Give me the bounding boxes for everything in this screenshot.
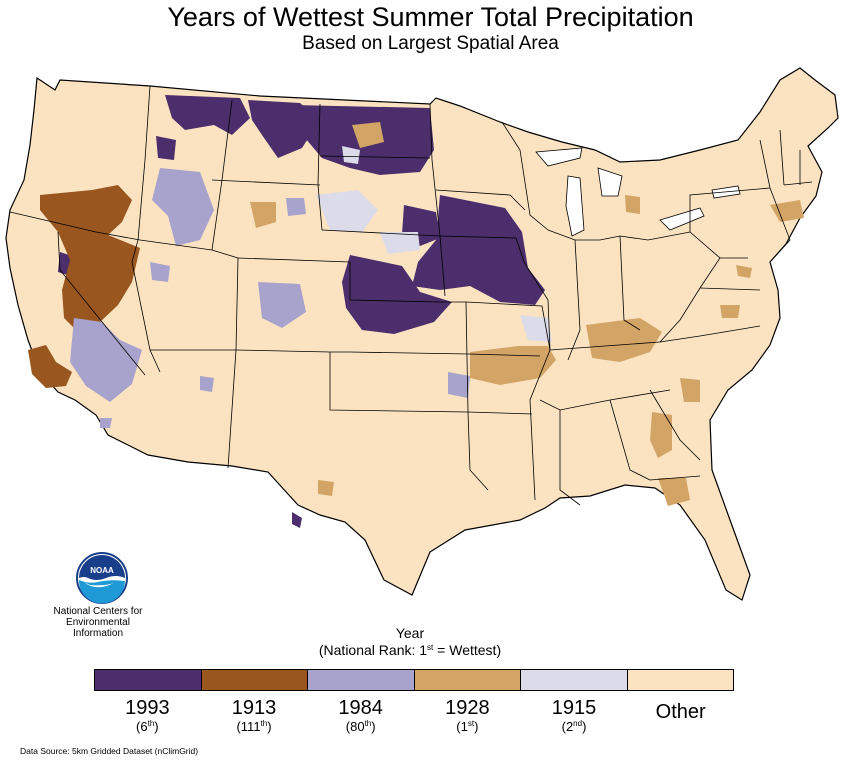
organization-name: National Centers for Environmental Infor… xyxy=(38,606,158,639)
legend-rank: (1st) xyxy=(456,719,479,734)
org-line-1: National Centers for xyxy=(53,606,143,617)
legend-rank: (111th) xyxy=(236,719,272,734)
data-source: Data Source: 5km Gridded Dataset (nClimG… xyxy=(20,746,199,756)
region-1915 xyxy=(316,146,552,342)
noaa-logo: NOAA xyxy=(76,552,128,604)
legend-labels: 1993 (6th) 1913 (111th) 1984 (80th) 1928 (1st) 1… xyxy=(94,697,734,735)
legend-label-1913: 1913 (111th) xyxy=(201,697,308,735)
legend-title-line-1: Year xyxy=(395,625,425,641)
legend-swatch-1928 xyxy=(414,670,521,690)
legend-label-other: Other xyxy=(627,697,734,735)
region-1928 xyxy=(250,122,804,506)
legend-swatch-1993 xyxy=(95,670,202,690)
region-1984 xyxy=(70,168,470,428)
page-title: Years of Wettest Summer Total Precipitat… xyxy=(167,2,694,32)
legend-year: Other xyxy=(655,701,706,723)
legend-swatch-1984 xyxy=(308,670,415,690)
org-line-2: Environmental xyxy=(66,617,130,628)
legend-title-line-2: (National Rank: 1st = Wettest) xyxy=(318,642,502,658)
legend-label-1993: 1993 (6th) xyxy=(94,697,201,735)
legend-swatch-other xyxy=(627,670,733,690)
noaa-logo-text: NOAA xyxy=(90,566,114,575)
legend-swatch-1915 xyxy=(521,670,628,690)
legend-swatch-1913 xyxy=(201,670,308,690)
org-line-3: Information xyxy=(72,628,124,639)
legend-label-1915: 1915 (2nd) xyxy=(521,697,628,735)
legend-year: 1984 xyxy=(338,697,383,719)
legend-label-1928: 1928 (1st) xyxy=(414,697,521,735)
legend-label-1984: 1984 (80th) xyxy=(307,697,414,735)
legend-title: Year (National Rank: 1st = Wettest) xyxy=(260,625,560,659)
legend-year: 1928 xyxy=(445,697,490,719)
legend-rank: (2nd) xyxy=(561,719,587,734)
legend-year: 1913 xyxy=(231,697,277,719)
legend-rank: (6th) xyxy=(136,719,159,734)
state-borders xyxy=(9,85,813,506)
legend-rank: (80th) xyxy=(345,719,376,734)
legend-year: 1915 xyxy=(551,697,597,719)
legend-year: 1993 xyxy=(125,697,170,719)
legend-color-bar xyxy=(94,669,734,691)
page-subtitle: Based on Largest Spatial Area xyxy=(302,33,559,54)
us-precipitation-map xyxy=(5,67,839,601)
